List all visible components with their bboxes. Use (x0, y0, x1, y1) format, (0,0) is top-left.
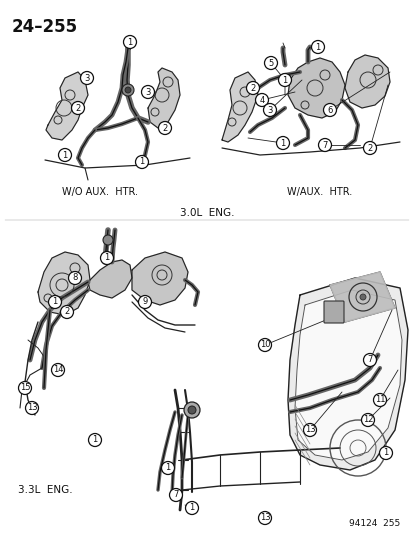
Text: 3: 3 (84, 74, 90, 83)
Circle shape (361, 414, 374, 426)
Text: 1: 1 (189, 504, 194, 513)
Text: 2: 2 (366, 143, 372, 152)
Text: 9: 9 (142, 297, 147, 306)
Circle shape (363, 353, 375, 367)
Circle shape (125, 87, 131, 93)
Circle shape (80, 71, 93, 85)
Circle shape (161, 462, 174, 474)
Text: 1: 1 (282, 76, 287, 85)
Text: 24–255: 24–255 (12, 18, 78, 36)
Text: 1: 1 (127, 37, 132, 46)
Circle shape (19, 382, 31, 394)
Circle shape (26, 401, 38, 415)
Text: 2: 2 (162, 124, 167, 133)
Circle shape (169, 489, 182, 502)
Circle shape (323, 103, 336, 117)
Text: 1: 1 (165, 464, 170, 472)
Circle shape (264, 56, 277, 69)
Text: 1: 1 (92, 435, 97, 445)
Circle shape (158, 122, 171, 134)
Text: 3: 3 (145, 87, 150, 96)
Circle shape (123, 36, 136, 49)
Circle shape (138, 295, 151, 309)
Circle shape (51, 364, 64, 376)
Circle shape (88, 433, 101, 447)
Text: 7: 7 (322, 141, 327, 149)
Text: W/AUX.  HTR.: W/AUX. HTR. (287, 187, 352, 197)
Text: 7: 7 (366, 356, 372, 365)
Text: 3.3L  ENG.: 3.3L ENG. (18, 485, 72, 495)
Circle shape (48, 295, 62, 309)
Polygon shape (221, 72, 257, 142)
Text: 12: 12 (362, 416, 373, 424)
Circle shape (122, 84, 134, 96)
Circle shape (263, 103, 276, 117)
Circle shape (60, 305, 74, 319)
Circle shape (363, 141, 375, 155)
Circle shape (141, 85, 154, 99)
Text: 4: 4 (259, 95, 264, 104)
Circle shape (278, 74, 291, 86)
Text: 8: 8 (72, 273, 78, 282)
Polygon shape (46, 72, 88, 140)
Circle shape (311, 41, 324, 53)
Polygon shape (344, 55, 389, 108)
Text: 6: 6 (327, 106, 332, 115)
Text: 94124  255: 94124 255 (348, 519, 399, 528)
Text: 11: 11 (374, 395, 385, 405)
Circle shape (71, 101, 84, 115)
Circle shape (100, 252, 113, 264)
Circle shape (379, 447, 392, 459)
Text: 1: 1 (280, 139, 285, 148)
Text: 13: 13 (26, 403, 37, 413)
Circle shape (185, 502, 198, 514)
Polygon shape (287, 278, 407, 470)
Text: 1: 1 (382, 448, 388, 457)
Text: 14: 14 (52, 366, 63, 375)
Text: 2: 2 (64, 308, 69, 317)
Text: 3.0L  ENG.: 3.0L ENG. (179, 208, 234, 218)
Circle shape (246, 82, 259, 94)
Text: 7: 7 (173, 490, 178, 499)
Text: 1: 1 (52, 297, 57, 306)
Text: W/O AUX.  HTR.: W/O AUX. HTR. (62, 187, 138, 197)
Circle shape (68, 271, 81, 285)
Circle shape (183, 402, 199, 418)
Text: 13: 13 (304, 425, 315, 434)
Text: 3: 3 (267, 106, 272, 115)
Circle shape (258, 338, 271, 351)
Polygon shape (147, 68, 180, 128)
Circle shape (373, 393, 386, 407)
Circle shape (276, 136, 289, 149)
Circle shape (135, 156, 148, 168)
Text: 1: 1 (104, 254, 109, 262)
Circle shape (318, 139, 331, 151)
Text: 2: 2 (250, 84, 255, 93)
Circle shape (188, 406, 195, 414)
Polygon shape (329, 272, 394, 322)
Polygon shape (294, 290, 401, 460)
Text: 13: 13 (259, 513, 270, 522)
Text: 1: 1 (139, 157, 144, 166)
Polygon shape (38, 252, 90, 315)
Circle shape (258, 512, 271, 524)
FancyBboxPatch shape (323, 301, 343, 323)
Polygon shape (132, 252, 188, 305)
Circle shape (359, 294, 365, 300)
Text: 10: 10 (259, 341, 270, 350)
Text: 15: 15 (20, 384, 30, 392)
Circle shape (303, 424, 316, 437)
Polygon shape (88, 260, 132, 298)
Circle shape (255, 93, 268, 107)
Text: 2: 2 (75, 103, 81, 112)
Polygon shape (287, 58, 344, 118)
Text: 5: 5 (268, 59, 273, 68)
Text: 1: 1 (62, 150, 67, 159)
Circle shape (58, 149, 71, 161)
Text: 1: 1 (315, 43, 320, 52)
Circle shape (103, 235, 113, 245)
